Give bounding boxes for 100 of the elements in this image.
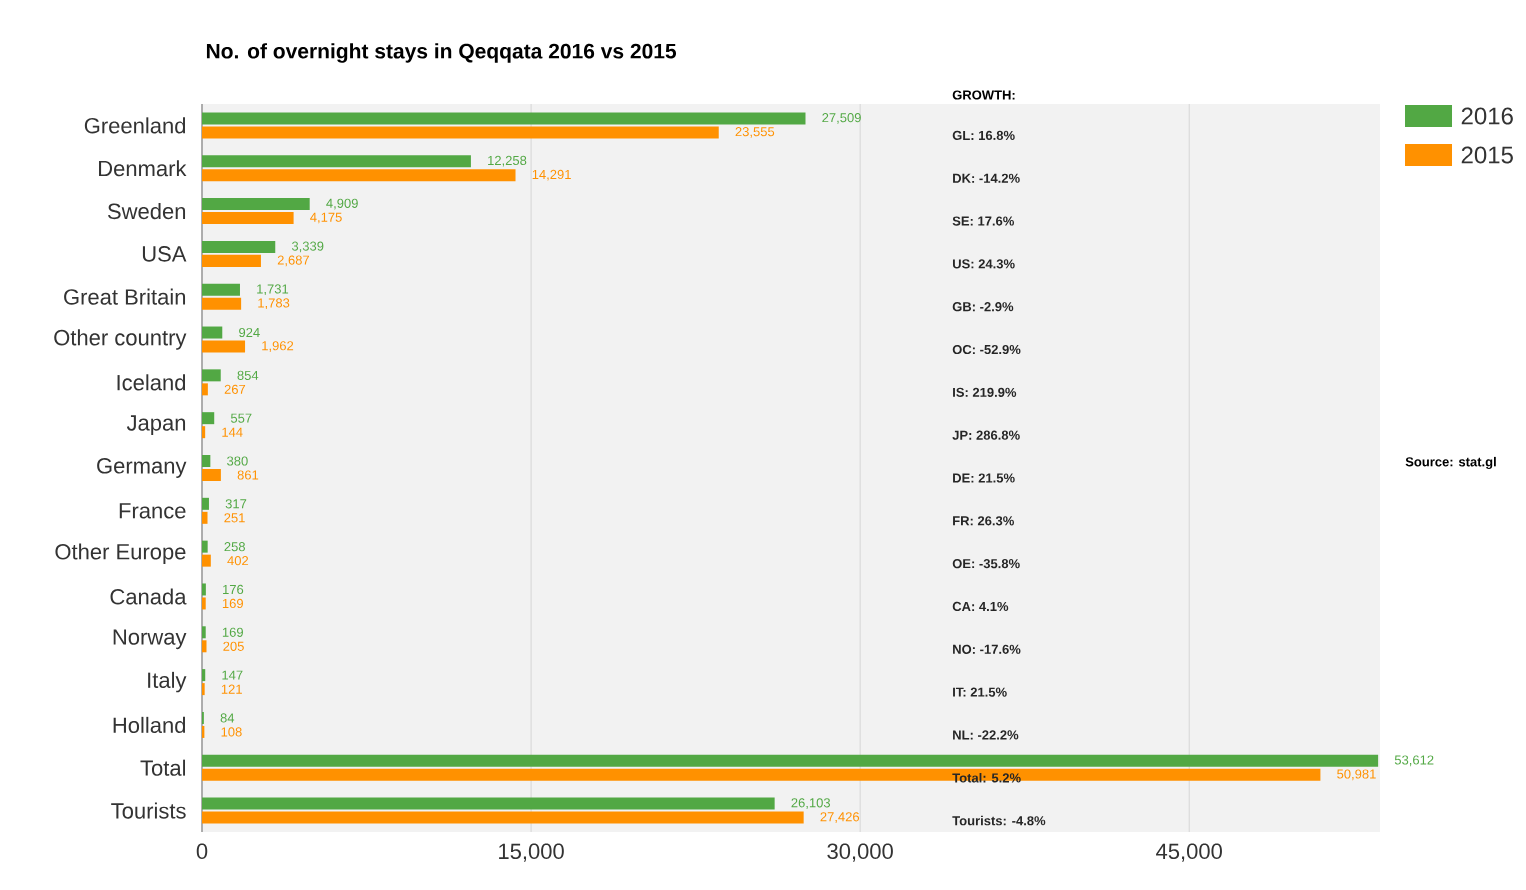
y-tick-label: Japan	[126, 415, 186, 436]
data-label: 108	[221, 727, 242, 737]
data-label: 53,612	[1394, 755, 1434, 767]
data-label: 2,687	[277, 255, 310, 267]
annotation: NL: -22.2%	[953, 730, 1019, 740]
bar	[202, 554, 211, 567]
bar	[202, 597, 206, 610]
annotation: Tourists: -4.8%	[952, 815, 1046, 826]
bar	[202, 297, 242, 310]
data-label: 258	[224, 542, 245, 552]
data-label: 144	[222, 427, 243, 437]
annotation: IS: 219.9%	[953, 387, 1017, 397]
data-label: 1,783	[258, 298, 290, 310]
source-note: Source: stat.gl	[1405, 456, 1496, 470]
y-tick-label: France	[119, 503, 186, 519]
x-tick-label: 0	[196, 843, 208, 860]
annotation: GB: -2.9%	[952, 302, 1014, 312]
y-tick-label: Italy	[148, 671, 187, 693]
annotation: IT: 21.5%	[953, 687, 1007, 697]
x-tick-label: 45,000	[1156, 843, 1222, 862]
bar	[202, 683, 205, 696]
annotation: DE: 21.5%	[953, 473, 1015, 483]
y-tick-label: Germany	[97, 458, 187, 478]
bar	[202, 468, 221, 481]
annotation: CA: 4.1%	[952, 601, 1009, 612]
bar	[202, 283, 240, 296]
data-label: 27,426	[820, 812, 860, 823]
bar	[202, 126, 719, 139]
bar	[202, 212, 294, 225]
y-tick-label: Sweden	[107, 202, 186, 220]
data-label: 380	[227, 456, 248, 466]
data-label: 12,258	[488, 155, 527, 167]
annotation: SE: 17.6%	[952, 216, 1014, 226]
bar	[202, 626, 206, 639]
data-label: 1,962	[262, 341, 294, 352]
data-label: 251	[224, 513, 245, 523]
bar	[202, 240, 276, 253]
annotation: OE: -35.8%	[952, 559, 1020, 569]
data-label: 1,731	[257, 284, 289, 296]
bar	[202, 383, 208, 396]
y-tick-label: Greenland	[84, 117, 186, 134]
y-tick-label: Tourists	[111, 802, 186, 819]
bar	[202, 811, 804, 824]
y-tick-label: Norway	[113, 629, 187, 650]
bar	[202, 340, 246, 353]
y-tick-label: Great Britain	[64, 288, 186, 305]
bar	[202, 583, 206, 596]
annotation: Total: 5.2%	[952, 772, 1021, 783]
annotation: GL: 16.8%	[952, 130, 1015, 141]
data-label: 3,339	[291, 241, 324, 253]
bar	[202, 412, 215, 425]
legend-label: 2016	[1461, 107, 1513, 125]
data-label: 26,103	[791, 798, 831, 809]
data-label: 27,509	[822, 113, 861, 124]
x-tick-label: 30,000	[827, 843, 893, 862]
y-tick-label: Denmark	[99, 160, 187, 177]
legend-label: 2015	[1461, 146, 1513, 164]
bar	[202, 455, 211, 467]
bar	[202, 254, 261, 267]
data-label: 50,981	[1337, 769, 1376, 781]
annotation: OC: -52.9%	[952, 344, 1021, 355]
bar	[202, 169, 516, 182]
data-label: 4,909	[326, 198, 358, 210]
annotation: DK: -14.2%	[953, 173, 1020, 183]
annotation: NO: -17.6%	[953, 644, 1021, 654]
data-label: 23,555	[735, 127, 775, 138]
y-tick-label: Iceland	[117, 374, 186, 391]
chart-title: No. of overnight stays in Qeqqata 2016 vs 2015	[206, 43, 677, 63]
data-label: 147	[222, 670, 243, 680]
data-label: 169	[222, 627, 243, 637]
x-tick-label: 15,000	[499, 843, 564, 862]
data-label: 205	[223, 641, 244, 651]
bar	[202, 754, 1379, 767]
bar	[202, 155, 471, 168]
bar	[202, 426, 206, 439]
bar	[202, 669, 206, 682]
y-tick-label: Canada	[110, 588, 187, 605]
data-label: 121	[221, 684, 242, 694]
bar	[202, 797, 775, 810]
data-label: 317	[225, 499, 247, 509]
y-tick-label: Other country	[54, 329, 187, 350]
data-label: 557	[230, 413, 252, 423]
bar	[202, 640, 207, 653]
data-label: 402	[227, 556, 249, 566]
y-tick-label: Other Europe	[55, 543, 186, 564]
data-label: 854	[237, 370, 259, 380]
y-tick-label: Total	[140, 759, 186, 776]
bar	[202, 768, 1321, 781]
data-label: 84	[220, 713, 235, 723]
data-label: 169	[222, 598, 243, 609]
bar	[202, 369, 221, 382]
data-label: 924	[239, 327, 260, 338]
annotation: JP: 286.8%	[952, 430, 1020, 440]
bar	[202, 326, 223, 339]
annotation: FR: 26.3%	[953, 516, 1014, 526]
text: GROWTH:	[952, 90, 1015, 100]
y-tick-label: Holland	[113, 716, 186, 734]
data-label: 861	[237, 470, 259, 480]
data-label: 4,175	[310, 212, 342, 224]
bar	[202, 540, 208, 553]
